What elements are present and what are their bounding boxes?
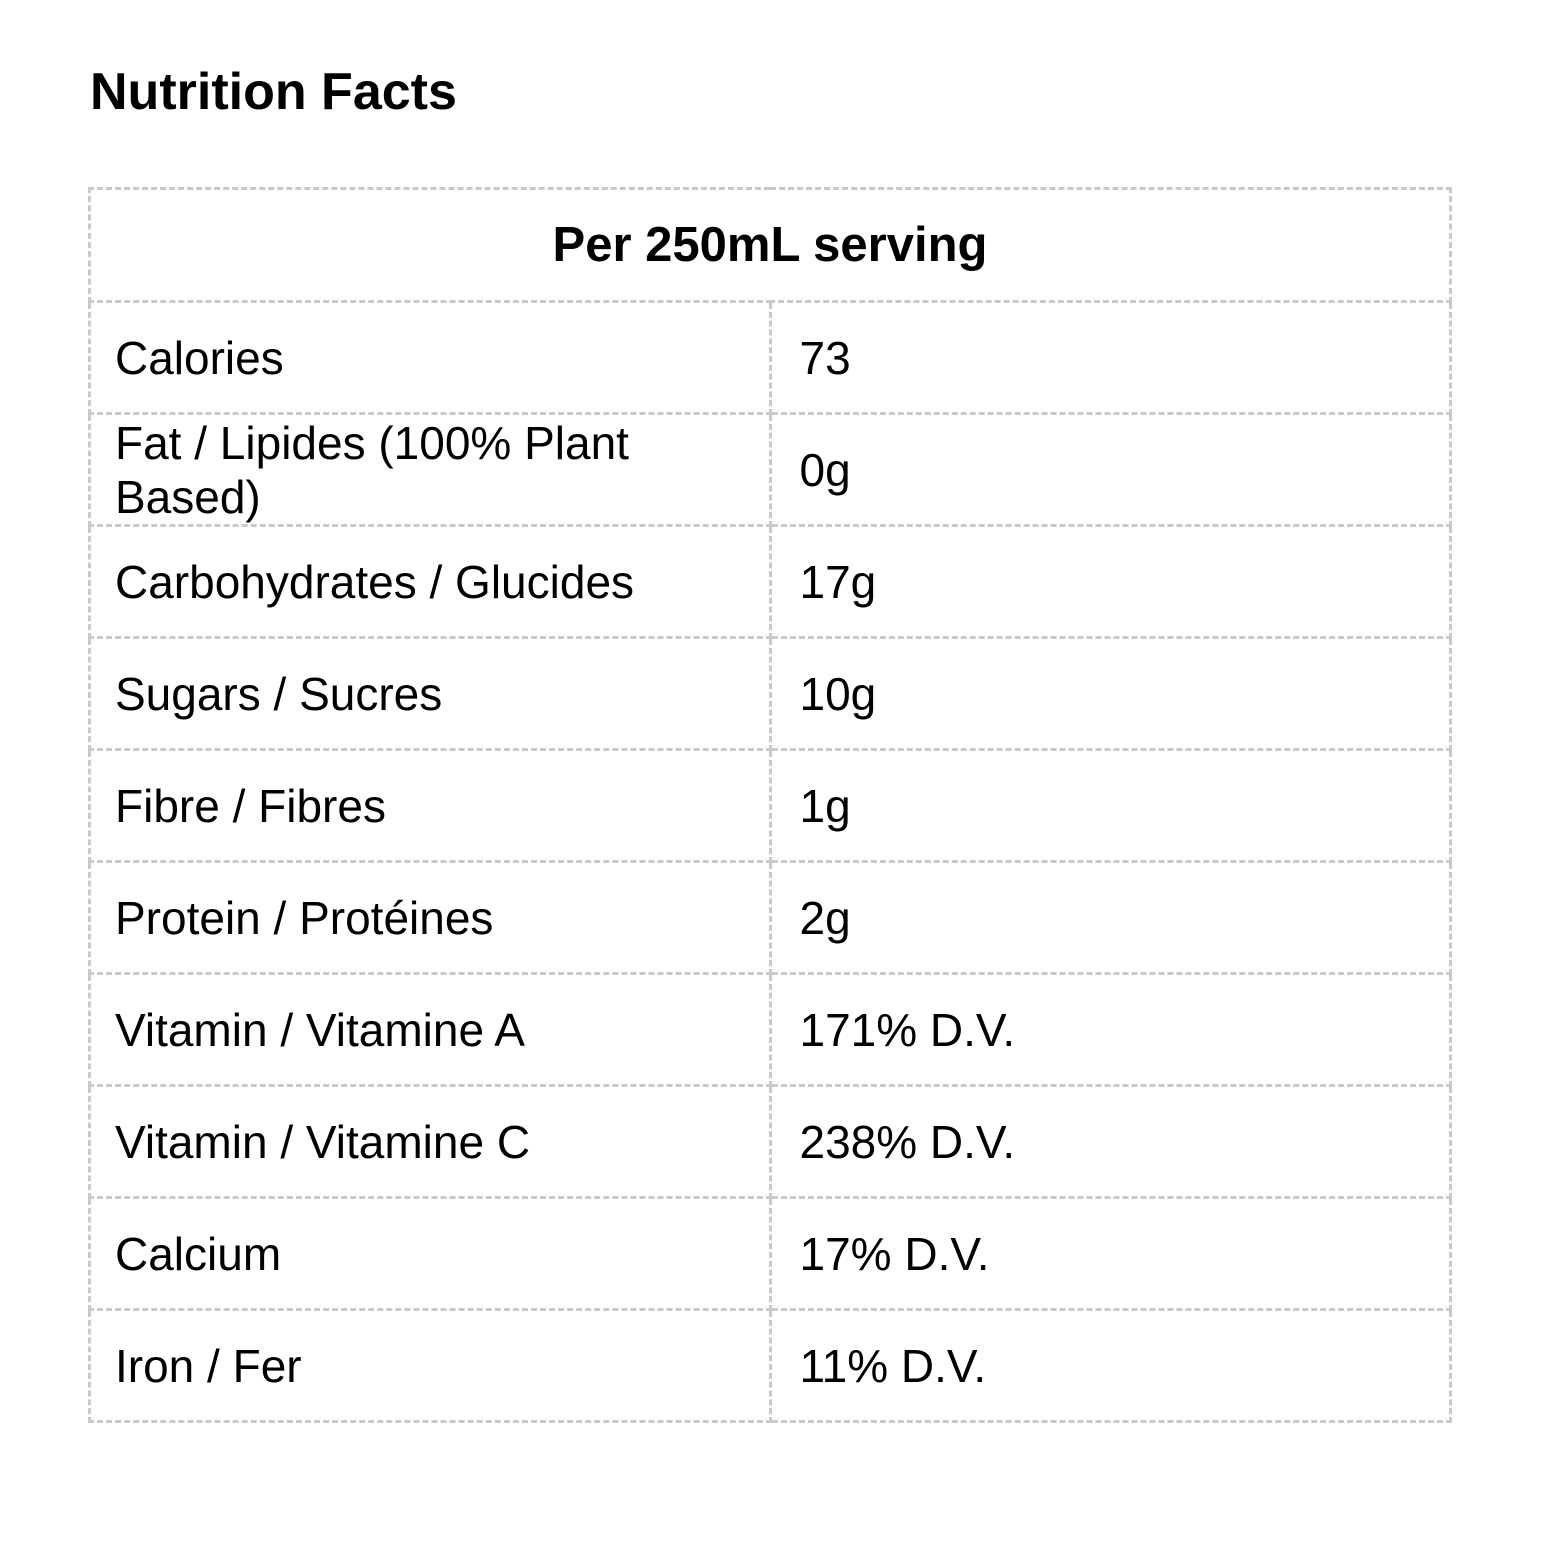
nutrient-value: 171% D.V. (768, 972, 1452, 1087)
page-title: Nutrition Facts (90, 63, 457, 121)
nutrient-label: Sugars / Sucres (88, 636, 772, 751)
table-row: Protein / Protéines 2g (88, 860, 1452, 975)
table-header-row: Per 250mL serving (88, 187, 1452, 303)
table-row: Vitamin / Vitamine A 171% D.V. (88, 972, 1452, 1087)
table-row: Sugars / Sucres 10g (88, 636, 1452, 751)
nutrient-value: 73 (768, 300, 1452, 415)
nutrient-value: 0g (768, 412, 1452, 527)
nutrient-label: Protein / Protéines (88, 860, 772, 975)
nutrient-value: 238% D.V. (768, 1084, 1452, 1199)
table-row: Fibre / Fibres 1g (88, 748, 1452, 863)
nutrient-label: Iron / Fer (88, 1308, 772, 1423)
table-row: Calcium 17% D.V. (88, 1196, 1452, 1311)
nutrient-value: 10g (768, 636, 1452, 751)
nutrition-facts-table: Per 250mL serving Calories 73 Fat / Lipi… (88, 187, 1452, 1423)
nutrient-label: Fibre / Fibres (88, 748, 772, 863)
table-row: Fat / Lipides (100% Plant Based) 0g (88, 412, 1452, 527)
nutrient-value: 11% D.V. (768, 1308, 1452, 1423)
nutrient-label: Carbohydrates / Glucides (88, 524, 772, 639)
serving-size-header: Per 250mL serving (88, 187, 1452, 303)
nutrient-label: Calories (88, 300, 772, 415)
nutrient-label: Fat / Lipides (100% Plant Based) (88, 412, 772, 527)
table-row: Calories 73 (88, 300, 1452, 415)
nutrient-label: Calcium (88, 1196, 772, 1311)
nutrient-label: Vitamin / Vitamine A (88, 972, 772, 1087)
nutrient-value: 17% D.V. (768, 1196, 1452, 1311)
table-row: Iron / Fer 11% D.V. (88, 1308, 1452, 1423)
nutrient-value: 17g (768, 524, 1452, 639)
table-row: Carbohydrates / Glucides 17g (88, 524, 1452, 639)
nutrient-label: Vitamin / Vitamine C (88, 1084, 772, 1199)
table-row: Vitamin / Vitamine C 238% D.V. (88, 1084, 1452, 1199)
nutrient-value: 2g (768, 860, 1452, 975)
nutrient-value: 1g (768, 748, 1452, 863)
